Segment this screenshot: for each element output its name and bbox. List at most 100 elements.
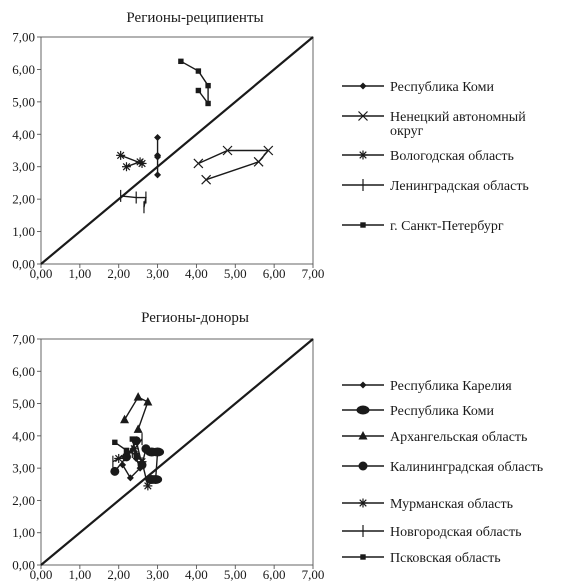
- x-tick-label: 5,00: [224, 567, 247, 582]
- data-point: [110, 466, 120, 476]
- legend-marker: [360, 222, 366, 228]
- data-point: [193, 158, 204, 169]
- x-tick-label: 0,00: [30, 266, 53, 281]
- chart-2: Регионы-доноры 0,00 1,00 2,00 3,00 4,00 5,00 6,…: [12, 310, 543, 582]
- series-1: [119, 454, 144, 482]
- reference-line: [40, 338, 314, 566]
- legend-item: г. Санкт-Петербург: [342, 219, 504, 234]
- y-tick-label: 3,00: [12, 159, 35, 174]
- legend-label: Псковская область: [390, 551, 501, 566]
- y-tick-label: 5,00: [12, 94, 35, 109]
- data-point: [120, 414, 130, 424]
- legend-item: Псковская область: [342, 551, 501, 566]
- legend-marker: [356, 405, 370, 415]
- series-3: [116, 150, 147, 172]
- series-7: [112, 436, 139, 458]
- legend-marker: [358, 498, 368, 508]
- legend-item: Мурманская область: [342, 497, 513, 512]
- legend-label: Республика Карелия: [390, 379, 512, 394]
- data-point: [222, 145, 233, 156]
- data-point: [126, 474, 134, 482]
- series-line: [180, 60, 209, 106]
- legend-marker: [360, 554, 366, 560]
- chart-title: Регионы-реципиенты: [126, 10, 263, 26]
- legend-marker: [358, 431, 368, 440]
- legend-label: Республика Коми: [390, 404, 494, 419]
- data-point: [121, 162, 131, 172]
- series-4: [120, 189, 147, 214]
- legend-label: округ: [390, 124, 424, 139]
- data-point: [253, 156, 264, 167]
- legend-item: Новгородская область: [342, 525, 521, 540]
- data-point: [151, 447, 165, 457]
- legend-item: Республика Карелия: [342, 379, 512, 394]
- data-point: [205, 82, 211, 89]
- y-tick-label: 6,00: [12, 364, 35, 379]
- data-point: [154, 171, 162, 179]
- legend-marker: [359, 82, 367, 90]
- chart-title: Регионы-доноры: [141, 310, 249, 326]
- data-point: [201, 174, 212, 185]
- y-tick-label: 4,00: [12, 127, 35, 142]
- y-tick-label: 0,00: [12, 558, 35, 573]
- legend-label: Калининградская область: [390, 460, 543, 475]
- legend-item: Республика Коми: [342, 80, 494, 95]
- data-point: [195, 87, 202, 94]
- legend-item: Ленинградская область: [342, 179, 529, 194]
- series-2: [193, 145, 274, 185]
- x-tick-label: 2,00: [107, 567, 130, 582]
- series-line: [112, 438, 143, 463]
- y-tick-label: 0,00: [12, 257, 35, 272]
- legend-label: Новгородская область: [390, 525, 521, 540]
- x-tick-label: 0,00: [30, 567, 53, 582]
- x-tick-label: 6,00: [263, 567, 286, 582]
- legend-label: Ненецкий автономный: [390, 110, 526, 125]
- reference-line: [40, 36, 314, 265]
- series-line: [123, 396, 149, 430]
- data-point: [205, 100, 211, 107]
- data-point: [141, 444, 151, 454]
- data-point: [112, 439, 118, 446]
- data-point: [143, 481, 153, 491]
- plot-area: [40, 338, 314, 566]
- data-point: [195, 68, 202, 74]
- x-tick-label: 3,00: [146, 567, 169, 582]
- legend-marker: [358, 150, 368, 160]
- data-point: [137, 457, 147, 467]
- legend-label: Ленинградская область: [390, 179, 529, 194]
- data-point: [263, 145, 274, 156]
- series-1: [154, 134, 162, 179]
- legend-label: Мурманская область: [390, 497, 513, 512]
- legend-label: Архангельская область: [390, 430, 527, 445]
- chart-1: Регионы-реципиенты 0,00 1,00 2,00 3,00 4,00 5,…: [12, 10, 529, 281]
- y-tick-label: 6,00: [12, 62, 35, 77]
- x-tick-label: 7,00: [302, 266, 325, 281]
- data-point: [178, 58, 184, 65]
- legend-label: Республика Коми: [390, 80, 494, 95]
- data-point: [143, 396, 153, 406]
- x-tick-label: 4,00: [185, 567, 208, 582]
- data-point: [154, 134, 162, 142]
- legend-item: Республика Коми: [342, 404, 494, 419]
- legend-label: г. Санкт-Петербург: [390, 219, 504, 234]
- series-3: [120, 392, 153, 433]
- data-point: [133, 452, 139, 458]
- legend-marker: [358, 111, 368, 121]
- data-point: [154, 153, 162, 161]
- x-tick-label: 6,00: [263, 266, 286, 281]
- series-line: [120, 195, 147, 208]
- y-tick-label: 5,00: [12, 396, 35, 411]
- y-tick-label: 7,00: [12, 30, 35, 45]
- y-tick-label: 3,00: [12, 461, 35, 476]
- y-tick-label: 1,00: [12, 525, 35, 540]
- x-tick-label: 7,00: [302, 567, 325, 582]
- y-tick-label: 2,00: [12, 192, 35, 207]
- y-tick-label: 4,00: [12, 428, 35, 443]
- series-line: [114, 438, 138, 457]
- legend-item: Калининградская область: [342, 460, 543, 475]
- plot-area: [40, 36, 314, 265]
- y-tick-label: 1,00: [12, 224, 35, 239]
- y-tick-label: 2,00: [12, 493, 35, 508]
